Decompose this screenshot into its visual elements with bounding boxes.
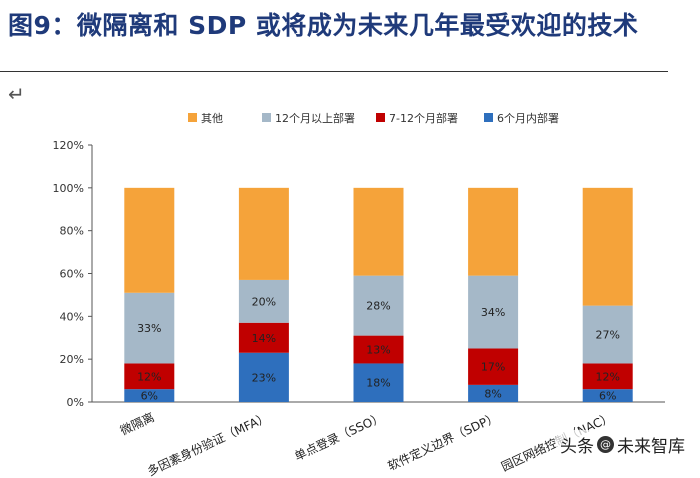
bar-segment bbox=[468, 275, 519, 349]
y-tick-label: 80% bbox=[60, 225, 84, 238]
data-label: 8% bbox=[484, 387, 501, 400]
bar-segment bbox=[353, 363, 404, 402]
title-divider bbox=[0, 71, 668, 72]
data-label: 34% bbox=[481, 306, 505, 319]
watermark-at-icon: @ bbox=[597, 436, 614, 453]
watermark-prefix: 头条 bbox=[560, 437, 594, 457]
data-label: 33% bbox=[137, 322, 161, 335]
y-tick-label: 100% bbox=[53, 182, 84, 195]
bar-segment bbox=[238, 187, 289, 280]
y-tick-label: 120% bbox=[53, 139, 84, 152]
data-label: 12% bbox=[595, 370, 619, 383]
bar-segment bbox=[124, 389, 175, 402]
bar-segment bbox=[582, 389, 633, 402]
legend-label: 其他 bbox=[201, 112, 223, 125]
figure-title: 图9：微隔离和 SDP 或将成为未来几年最受欢迎的技术 bbox=[8, 11, 639, 40]
legend-swatch bbox=[188, 113, 197, 122]
bar-segment bbox=[353, 275, 404, 336]
data-label: 18% bbox=[366, 377, 390, 390]
bar-segment bbox=[238, 279, 289, 323]
bar-segment bbox=[238, 352, 289, 402]
data-label: 14% bbox=[252, 332, 276, 345]
bar-segment bbox=[582, 305, 633, 364]
data-label: 27% bbox=[595, 329, 619, 342]
data-label: 12% bbox=[137, 370, 161, 383]
data-label: 13% bbox=[366, 344, 390, 357]
bar-segment bbox=[582, 363, 633, 390]
y-tick-label: 40% bbox=[60, 310, 84, 323]
legend-label: 6个月内部署 bbox=[497, 111, 559, 125]
category-label: 多因素身份验证（MFA） bbox=[145, 409, 271, 478]
data-label: 17% bbox=[481, 361, 505, 374]
bar-segment bbox=[582, 187, 633, 306]
data-label: 6% bbox=[141, 390, 158, 403]
bar-segment bbox=[124, 363, 175, 390]
legend-swatch bbox=[262, 113, 271, 122]
legend-swatch bbox=[484, 113, 493, 122]
bar-segment bbox=[468, 384, 519, 402]
bar-segment bbox=[238, 322, 289, 353]
bar-segment bbox=[124, 187, 175, 293]
bar-segment bbox=[468, 348, 519, 385]
category-label: 软件定义边界（SDP） bbox=[385, 409, 500, 473]
y-tick-label: 0% bbox=[67, 396, 84, 409]
bar-segment bbox=[468, 187, 519, 276]
watermark: 头条 @ 未来智库 bbox=[556, 430, 689, 459]
data-label: 20% bbox=[252, 295, 276, 308]
y-tick-label: 60% bbox=[60, 268, 84, 281]
data-label: 23% bbox=[252, 371, 276, 384]
category-label: 微隔离 bbox=[118, 409, 157, 438]
bar-segment bbox=[353, 335, 404, 364]
bar-segment bbox=[353, 187, 404, 276]
return-mark: ↵ bbox=[8, 82, 25, 106]
category-label: 单点登录（SSO） bbox=[292, 409, 386, 463]
legend-label: 12个月以上部署 bbox=[275, 111, 355, 125]
data-label: 6% bbox=[599, 390, 616, 403]
watermark-name: 未来智库 bbox=[617, 437, 685, 457]
legend-label: 7-12个月部署 bbox=[389, 111, 458, 125]
bar-segment bbox=[124, 292, 175, 364]
data-label: 28% bbox=[366, 300, 390, 313]
y-tick-label: 20% bbox=[60, 353, 84, 366]
legend-swatch bbox=[376, 113, 385, 122]
